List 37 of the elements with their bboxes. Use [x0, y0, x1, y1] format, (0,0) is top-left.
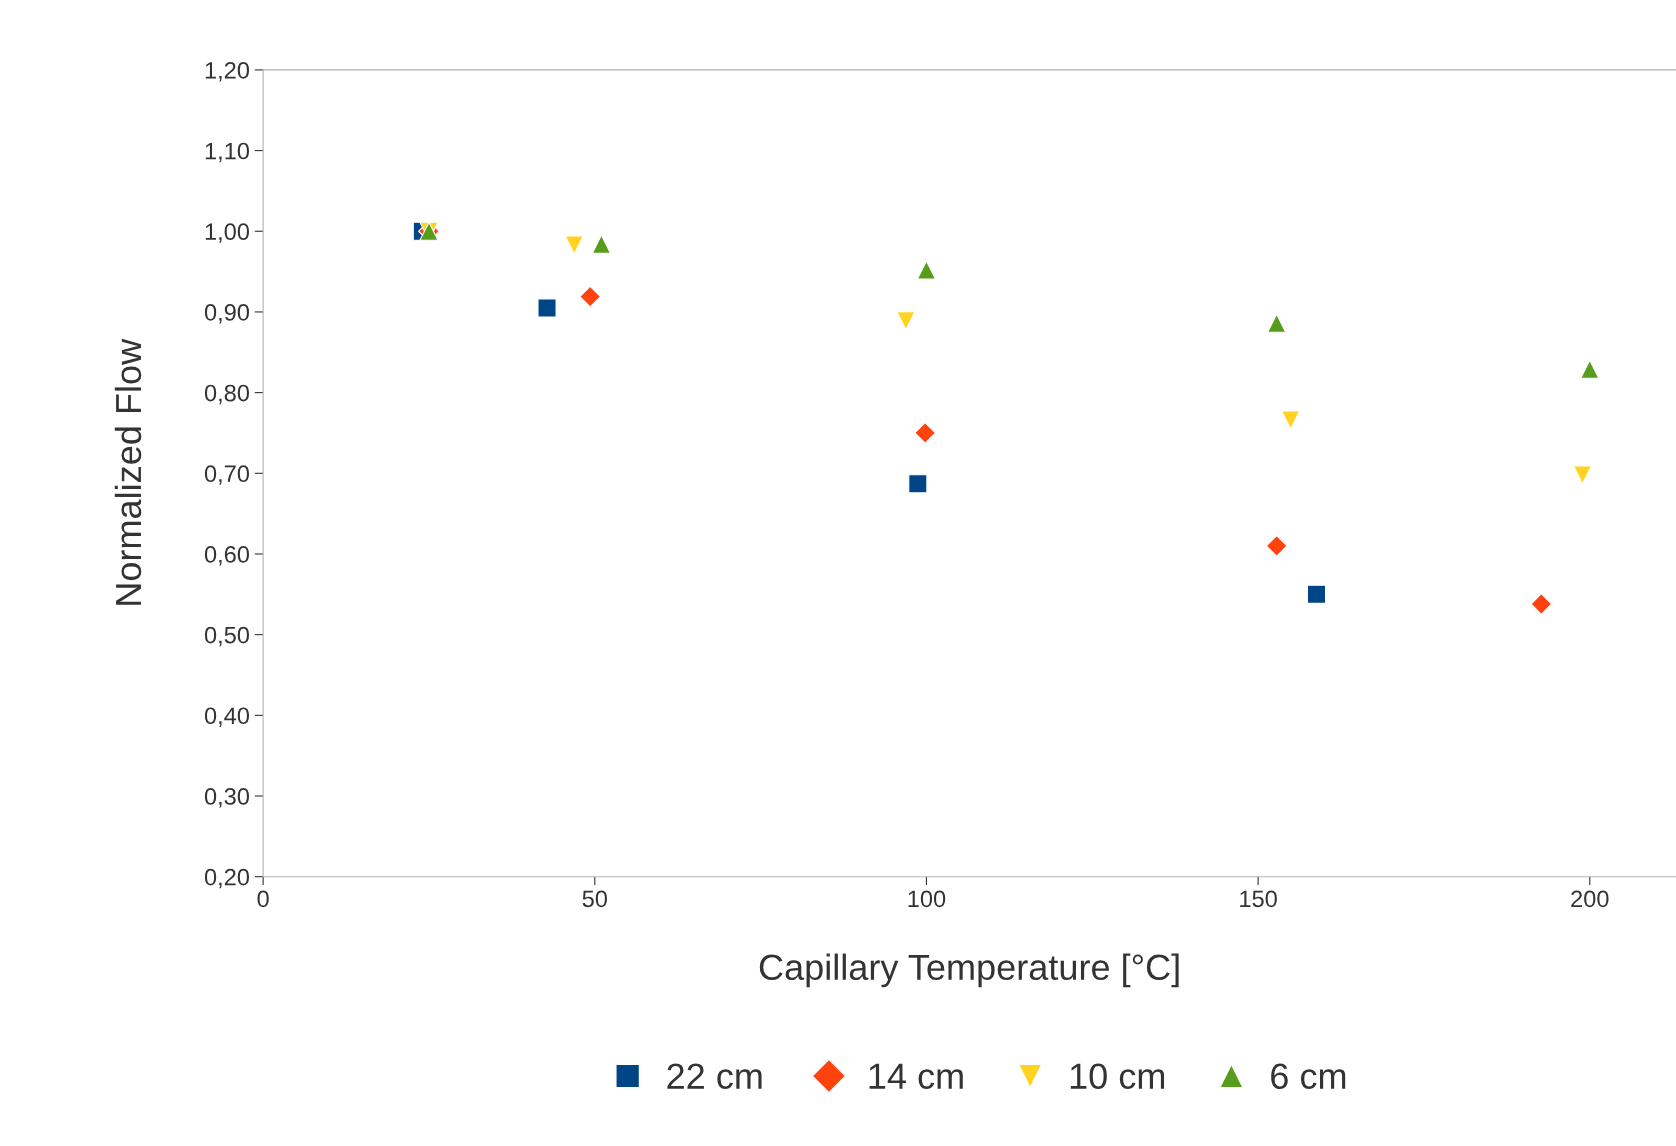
y-axis-title: Normalized Flow	[114, 338, 142, 605]
point	[564, 235, 584, 255]
point	[1580, 359, 1600, 379]
legend-label: 6 cm	[1271, 1063, 1346, 1089]
x-axis-title: Capillary Temperature [°C]	[759, 953, 1179, 988]
y-tick-label: 0,30	[204, 788, 250, 808]
legend-label: 22 cm	[667, 1063, 762, 1089]
point	[1530, 593, 1553, 615]
point	[1306, 584, 1327, 604]
y-tick-label: 0,70	[204, 465, 250, 485]
y-tick-label: 0,50	[204, 626, 250, 647]
legend-label: 10 cm	[1070, 1063, 1165, 1089]
y-tick-label: 0,20	[204, 868, 250, 889]
point	[896, 311, 916, 331]
x-tick-label: 150	[1240, 890, 1277, 908]
point	[591, 234, 612, 254]
point	[1572, 465, 1593, 485]
y-tick-label: 1,10	[205, 142, 250, 163]
x-tick-label: 0	[257, 890, 269, 908]
y-tick-label: 1,20	[205, 61, 250, 82]
y-tick-label: 1,00	[205, 223, 250, 243]
y-tick-label: 0,90	[204, 304, 250, 324]
point	[1265, 535, 1288, 557]
point	[537, 298, 557, 318]
point	[1281, 410, 1301, 430]
x-tick-label: 50	[582, 890, 607, 908]
y-tick-label: 0,80	[204, 384, 250, 405]
x-tick-label: 100	[908, 890, 946, 908]
point	[1267, 313, 1287, 333]
point	[916, 260, 937, 280]
point	[579, 285, 602, 308]
y-tick-label: 0,60	[204, 546, 250, 566]
point	[914, 422, 936, 444]
legend-label: 14 cm	[869, 1063, 963, 1089]
y-tick-label: 0,40	[204, 707, 250, 727]
x-tick-label: 200	[1571, 890, 1609, 908]
point	[908, 474, 928, 494]
